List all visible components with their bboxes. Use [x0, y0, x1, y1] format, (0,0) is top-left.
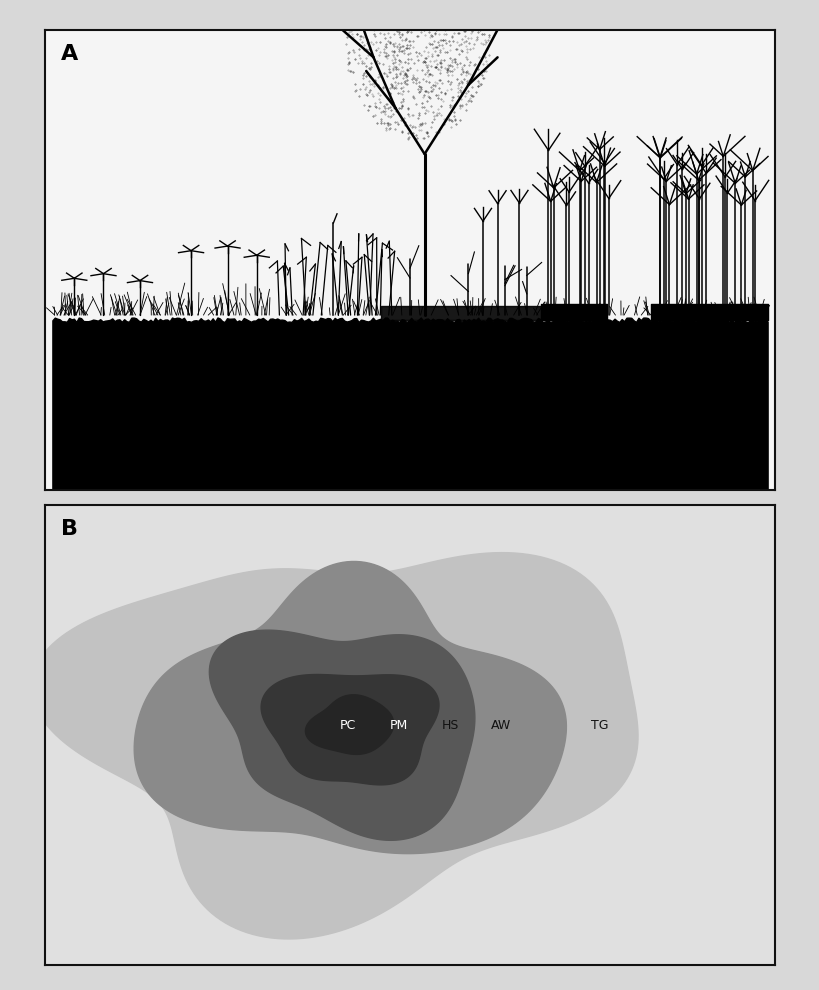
Polygon shape: [260, 674, 438, 785]
Polygon shape: [209, 631, 474, 841]
Text: Woodland: Woodland: [428, 396, 486, 409]
Text: Heteropogon: Heteropogon: [298, 361, 375, 374]
Text: Distance from Paddock Centre: Distance from Paddock Centre: [314, 420, 505, 433]
Text: (PM): (PM): [210, 431, 237, 444]
Text: (PC): (PC): [98, 431, 123, 444]
Text: TG: TG: [590, 720, 608, 733]
Text: PC: PC: [339, 720, 355, 733]
Text: B: B: [61, 519, 78, 539]
Text: Savanna: Savanna: [311, 396, 362, 409]
Polygon shape: [305, 695, 393, 754]
Text: (HS): (HS): [324, 431, 349, 444]
Text: Tallgrass: Tallgrass: [636, 361, 686, 374]
Text: Savanna: Savanna: [636, 396, 686, 409]
Text: PM: PM: [390, 720, 408, 733]
Text: (AW): (AW): [443, 431, 471, 444]
Text: Acacia: Acacia: [437, 361, 476, 374]
Text: Paddock: Paddock: [199, 361, 248, 374]
Text: Paddock: Paddock: [86, 361, 135, 374]
Text: (TG): (TG): [648, 431, 674, 444]
Polygon shape: [31, 552, 637, 939]
Text: Margin: Margin: [203, 396, 244, 409]
Text: A: A: [61, 44, 79, 63]
Text: HS: HS: [441, 720, 459, 733]
Text: Centre: Centre: [91, 396, 130, 409]
Text: AW: AW: [491, 720, 511, 733]
Polygon shape: [134, 561, 566, 853]
